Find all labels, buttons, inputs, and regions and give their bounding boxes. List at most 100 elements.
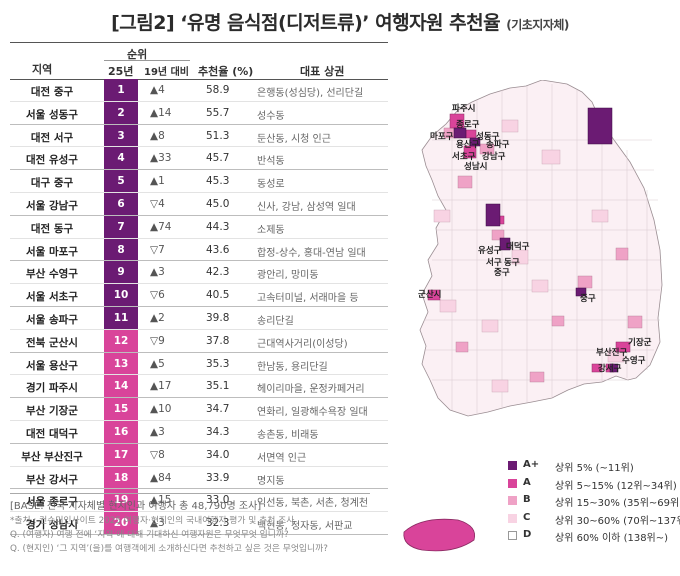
row-region: 서울 성동구	[26, 108, 78, 121]
table-row: 대전 대덕구 16 ▲3 34.3 송촌동, 비래동	[10, 420, 388, 444]
table-row: 대전 동구 7 ▲74 44.3 소제동	[10, 215, 388, 239]
label-seongnam: 성남시	[464, 162, 488, 172]
legend-swatch-b	[508, 496, 517, 505]
row-region: 대전 동구	[30, 222, 74, 235]
row-rank-change: ▲4	[150, 84, 165, 96]
row-rate: 33.0	[206, 494, 230, 507]
row-region: 부산 강서구	[26, 473, 78, 486]
row-rank-change: ▲33	[150, 152, 172, 165]
district-b	[529, 371, 545, 383]
district-b	[479, 143, 495, 155]
row-rank-badge: 6	[104, 192, 138, 216]
row-rate: 34.0	[206, 448, 230, 461]
table-row: 대전 중구 1 ▲4 58.9 은행동(성심당), 선리단길	[10, 79, 388, 102]
row-rank-badge: 15	[104, 398, 138, 421]
row-spots: 신사, 강남, 삼성역 일대	[257, 201, 356, 213]
label-jung-gu-daegu: 중구	[580, 294, 596, 304]
row-rate: 37.8	[206, 334, 230, 347]
label-gunsan: 군산시	[418, 290, 442, 300]
row-rate: 34.3	[206, 425, 230, 438]
row-region: 대전 유성구	[26, 154, 78, 167]
label-yongsan: 용산구	[456, 140, 480, 150]
district-aplus	[609, 363, 619, 373]
row-rank-change: ▲10	[150, 403, 172, 416]
row-region: 경기 파주시	[26, 382, 78, 395]
row-spots: 둔산동, 시청 인근	[257, 133, 331, 145]
district-aplus	[485, 203, 501, 227]
table-row: 경기 파주시 14 ▲17 35.1 헤이리마을, 운정카페거리	[10, 375, 388, 399]
row-rank-badge: 2	[104, 101, 138, 125]
district-b	[627, 315, 643, 329]
row-rank-badge: 10	[104, 284, 138, 307]
grade-c-districts	[433, 119, 625, 393]
korea-map: 파주시 종로구 마포구 성동구 용산구 송파구 서초구 강남구 성남시 유성구 …	[392, 79, 680, 560]
table-row: 부산 수영구 9 ▲3 42.3 광안리, 망미동	[10, 261, 388, 285]
row-rank-badge: 14	[104, 375, 138, 399]
label-gijang: 기장군	[628, 338, 652, 348]
row-rank-badge: 18	[104, 466, 138, 490]
row-rank-badge: 5	[104, 170, 138, 193]
header-divider	[104, 60, 190, 61]
district-c	[511, 249, 529, 265]
row-rate: 58.9	[206, 84, 230, 96]
row-rank-change: ▲3	[150, 517, 165, 530]
legend-grade-aplus: A+	[523, 459, 540, 470]
row-rank-badge: 3	[104, 124, 138, 148]
label-busanjin: 부산진구	[596, 348, 628, 358]
jeju-island	[403, 518, 476, 552]
legend-grade-a: A	[523, 476, 531, 488]
district-b	[457, 175, 473, 189]
base-note: [BASE: 전국 지자체별 현지인과 여행자 총 48,790명 조사]	[10, 493, 370, 512]
row-spots: 송리단길	[257, 315, 294, 327]
row-spots: 반석동	[257, 156, 285, 168]
legend-desc-d: 상위 60% 이하 (138위~)	[555, 533, 669, 544]
footnote-q-local: Q. (현지인) ‘그 지역’(을)를 여행객에게 소개하신다면 추천하고 싶은…	[10, 544, 328, 554]
header-vs-19: 19년 대비	[144, 67, 189, 78]
row-region: 서울 마포구	[26, 245, 78, 258]
table-header: 지역 순위 25년 19년 대비 추천율 (%) 대표 상권	[10, 42, 388, 80]
district-aplus	[469, 137, 481, 147]
row-rank-change: ▽4	[150, 197, 165, 210]
table-row: 부산 강서구 18 ▲84 33.9 명지동	[10, 466, 388, 490]
district-b	[577, 275, 593, 289]
table-row: 부산 기장군 15 ▲10 34.7 연화리, 일광해수욕장 일대	[10, 398, 388, 421]
korea-map-svg	[403, 79, 663, 552]
legend-swatch-d	[508, 531, 517, 540]
row-rank-change: ▽8	[150, 448, 165, 461]
district-c	[481, 319, 499, 333]
header-region: 지역	[32, 63, 53, 76]
row-region: 서울 송파구	[26, 313, 78, 326]
district-b	[455, 341, 469, 353]
legend-desc-a: 상위 5~15% (12위~34위)	[555, 480, 677, 492]
row-region: 서울 서초구	[26, 291, 78, 304]
row-rank-change: ▲3	[150, 266, 165, 279]
row-rank-change: ▲3	[150, 425, 165, 438]
row-region: 대전 중구	[30, 86, 74, 98]
row-rank-change: ▽9	[150, 334, 165, 347]
label-jung-gu-daejeon: 중구	[494, 268, 510, 278]
label-seo-gu: 서구	[486, 258, 502, 268]
header-rank-25: 25년	[108, 65, 134, 78]
row-rank-change: ▲14	[150, 106, 172, 119]
table-row: 서울 용산구 13 ▲5 35.3 한남동, 용리단길	[10, 352, 388, 376]
district-c	[491, 379, 509, 393]
footnote-q-traveler: Q. (여행자) 여행 전에 ‘지역’에 대해 기대하신 여행자원은 무엇무엇 …	[10, 530, 289, 540]
footnotes: *출처 : 컨슈머인사이트 2025 여행자·현지인의 국내여행지 평가 및 추…	[10, 514, 328, 556]
row-spots: 합정-상수, 홍대-연남 일대	[257, 247, 366, 259]
row-rate: 45.7	[206, 152, 230, 165]
header-rate: 추천율 (%)	[198, 65, 254, 78]
row-rank-change: ▲8	[150, 129, 165, 142]
row-region: 서울 강남구	[26, 199, 78, 212]
label-gangseo: 강서구	[598, 364, 622, 374]
label-suyeong: 수영구	[622, 356, 646, 366]
table-row: 서울 서초구 10 ▽6 40.5 고속터미널, 서래마을 등	[10, 284, 388, 307]
chart-title: [그림2] ‘유명 음식점(디저트류)’ 여행자원 추천율 (기초지자체)	[0, 8, 680, 35]
legend-swatch-c	[508, 513, 517, 523]
table-row: 서울 마포구 8 ▽7 43.6 합정-상수, 홍대-연남 일대	[10, 238, 388, 262]
district-c	[433, 209, 451, 223]
row-region: 부산 기장군	[26, 405, 78, 418]
row-spots: 연화리, 일광해수욕장 일대	[257, 407, 368, 419]
row-region: 전북 군산시	[26, 336, 78, 349]
district-aplus	[587, 107, 613, 145]
header-spots: 대표 상권	[300, 65, 345, 78]
